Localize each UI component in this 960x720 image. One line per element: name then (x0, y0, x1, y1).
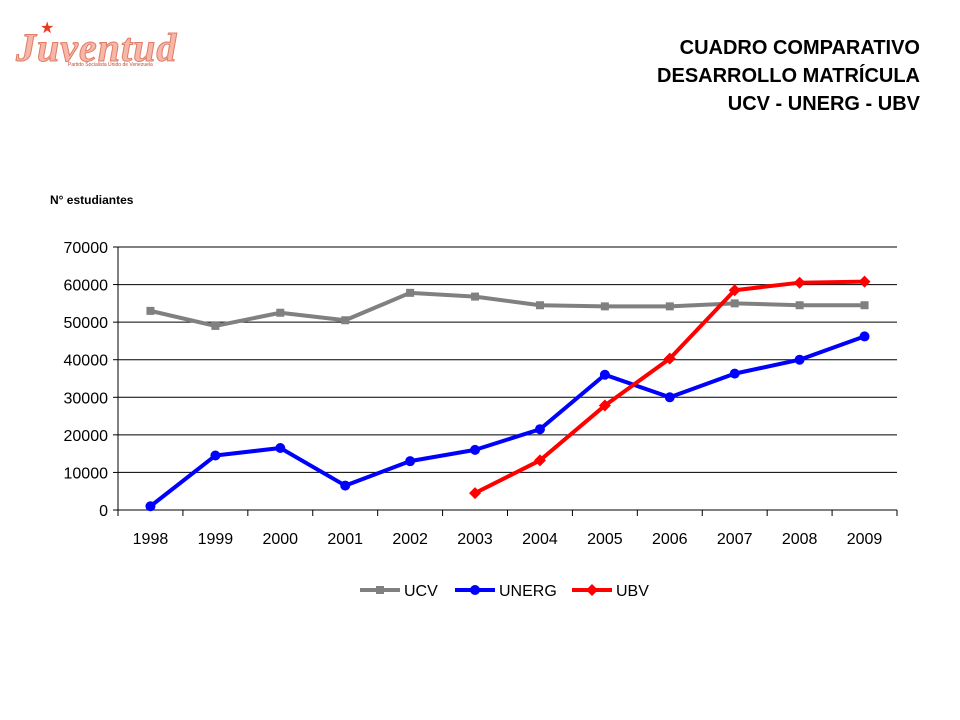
x-tick-label: 2002 (392, 531, 428, 548)
y-tick-label: 70000 (64, 240, 109, 257)
legend-label-ubv: UBV (616, 583, 649, 600)
data-point-ucv (730, 299, 739, 308)
data-point-ucv (146, 306, 155, 315)
title-line-2: DESARROLLO MATRÍCULA (657, 65, 920, 87)
data-point-ucv (600, 302, 609, 311)
legend-label-unerg: UNERG (499, 583, 557, 600)
data-point-ucv (211, 321, 220, 330)
data-point-ucv (471, 292, 480, 301)
y-tick-label: 20000 (64, 428, 109, 445)
title-line-3: UCV - UNERG - UBV (727, 93, 920, 115)
data-point-ubv (663, 352, 676, 365)
legend-marker-unerg (470, 585, 480, 595)
x-tick-label: 2005 (587, 531, 623, 548)
legend-marker-ucv (376, 586, 384, 594)
data-point-ucv (535, 301, 544, 310)
juventud-logo: Juventud ★ Partido Socialista Unido de V… (14, 18, 184, 74)
data-point-unerg (794, 354, 805, 365)
series-line-ucv (150, 290, 865, 328)
y-tick-label: 50000 (64, 315, 109, 332)
y-tick-label: 0 (99, 503, 108, 520)
y-tick-label: 30000 (64, 390, 109, 407)
series-line-ubv (474, 279, 865, 495)
data-point-unerg (210, 450, 221, 461)
data-point-ubv (598, 399, 611, 412)
x-tick-label: 2001 (327, 531, 363, 548)
y-tick-label: 10000 (64, 465, 109, 482)
title-line-1: CUADRO COMPARATIVO (679, 37, 920, 59)
data-point-ubv (728, 284, 741, 297)
data-point-unerg (534, 424, 545, 435)
data-point-ucv (406, 288, 415, 297)
x-tick-label: 2000 (262, 531, 298, 548)
series-line-unerg (149, 334, 866, 508)
data-point-unerg (664, 392, 675, 403)
logo-tagline: Partido Socialista Unido de Venezuela (68, 62, 153, 68)
data-point-unerg (405, 456, 416, 467)
y-tick-label: 40000 (64, 353, 109, 370)
data-point-ucv (795, 301, 804, 310)
x-tick-label: 2008 (782, 531, 818, 548)
x-tick-label: 1999 (198, 531, 234, 548)
legend-marker-ubv (586, 584, 598, 596)
data-point-ucv (276, 308, 285, 317)
data-point-ubv (793, 276, 806, 289)
x-tick-label: 1998 (133, 531, 169, 548)
data-point-ucv (860, 301, 869, 310)
data-point-ubv (533, 454, 546, 467)
data-point-unerg (859, 331, 870, 342)
x-tick-label: 2004 (522, 531, 558, 548)
y-axis-label: N° estudiantes (50, 193, 134, 207)
data-point-unerg (470, 444, 481, 455)
legend-label-ucv: UCV (404, 583, 438, 600)
logo-wordmark: Juventud (15, 25, 178, 71)
data-point-unerg (599, 369, 610, 380)
page-title: CUADRO COMPARATIVO DESARROLLO MATRÍCULA … (657, 34, 920, 118)
x-tick-label: 2003 (457, 531, 493, 548)
x-tick-label: 2009 (847, 531, 883, 548)
data-point-ubv (858, 275, 871, 288)
star-icon: ★ (40, 20, 55, 37)
data-point-ubv (469, 487, 482, 500)
data-point-unerg (340, 480, 351, 491)
x-tick-label: 2006 (652, 531, 688, 548)
data-point-unerg (145, 501, 156, 512)
x-tick-label: 2007 (717, 531, 753, 548)
data-point-unerg (729, 368, 740, 379)
data-point-ucv (341, 316, 350, 325)
data-point-unerg (275, 443, 286, 454)
data-point-ucv (665, 302, 674, 311)
y-tick-label: 60000 (64, 278, 109, 295)
